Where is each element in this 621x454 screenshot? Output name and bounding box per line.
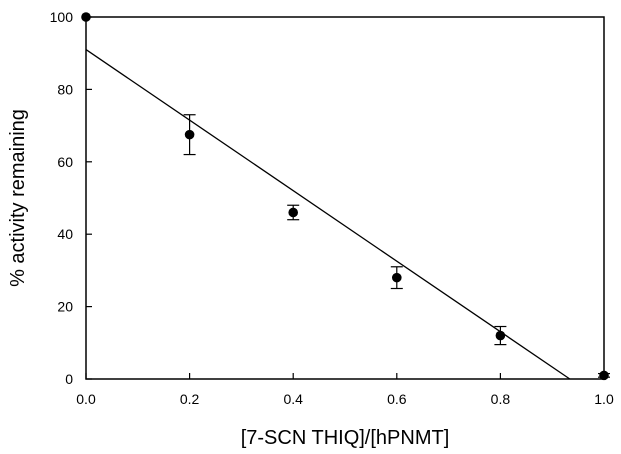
y-tick-label: 100 (50, 9, 74, 25)
y-axis-title: % activity remaining (7, 109, 29, 287)
x-tick-label: 0.6 (387, 391, 407, 407)
x-axis-title: [7-SCN THIQ]/[hPNMT] (241, 427, 450, 449)
y-tick-label: 20 (57, 299, 73, 315)
x-tick-label: 0.4 (283, 391, 303, 407)
data-point (495, 330, 506, 341)
data-point (184, 129, 195, 140)
y-tick-label: 40 (57, 226, 73, 242)
x-tick-label: 1.0 (594, 391, 614, 407)
data-point (599, 370, 609, 381)
x-tick-label: 0.8 (491, 391, 511, 407)
data-points (81, 12, 609, 381)
data-point (392, 272, 402, 283)
data-point (81, 12, 91, 22)
fit-line-group (85, 49, 571, 380)
y-tick-label: 80 (57, 81, 73, 97)
data-point (288, 207, 299, 218)
y-axis: 0 20 40 60 80 100 (50, 9, 92, 387)
plot-frame (85, 16, 605, 380)
x-axis: 0.0 0.2 0.4 0.6 0.8 1.0 (76, 373, 614, 407)
y-tick-label: 60 (57, 154, 73, 170)
x-tick-label: 0.2 (180, 391, 200, 407)
fit-line (85, 49, 571, 380)
error-bars (183, 114, 610, 378)
y-tick-label: 0 (65, 371, 73, 387)
x-tick-label: 0.0 (76, 391, 96, 407)
